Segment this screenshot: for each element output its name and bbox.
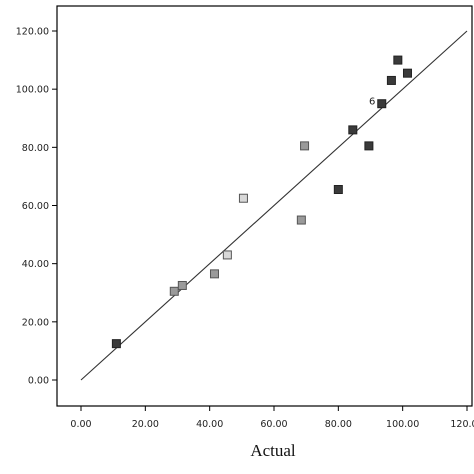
data-point — [348, 125, 358, 135]
x-tick-label: 20.00 — [132, 419, 159, 430]
y-tick-label: 120.00 — [16, 27, 49, 38]
data-point — [377, 99, 387, 109]
data-point — [111, 339, 121, 349]
data-point — [296, 215, 306, 225]
data-point — [209, 269, 219, 279]
x-tick-label: 0.00 — [70, 419, 91, 430]
y-tick-label: 60.00 — [22, 201, 49, 212]
x-axis-label: Actual — [250, 441, 296, 460]
y-tick-label: 20.00 — [22, 317, 49, 328]
reference-line — [80, 30, 468, 381]
data-point — [393, 55, 403, 65]
x-tick-label: 60.00 — [260, 419, 287, 430]
x-tick-label: 80.00 — [325, 419, 352, 430]
point-annotation: 6 — [369, 96, 375, 107]
data-point — [238, 193, 248, 203]
data-point — [364, 141, 374, 151]
x-tick-label: 100.00 — [386, 419, 419, 430]
data-point — [386, 75, 396, 85]
x-tick-label: 120.00 — [450, 419, 474, 430]
data-point — [177, 280, 187, 290]
y-tick-label: 40.00 — [22, 259, 49, 270]
data-point — [333, 185, 343, 195]
y-tick-label: 100.00 — [16, 85, 49, 96]
data-point — [300, 141, 310, 151]
x-tick-label: 40.00 — [196, 419, 223, 430]
y-tick-label: 0.00 — [28, 376, 49, 387]
data-point — [169, 286, 179, 296]
data-point — [402, 68, 412, 78]
data-point — [222, 250, 232, 260]
y-tick-label: 80.00 — [22, 143, 49, 154]
